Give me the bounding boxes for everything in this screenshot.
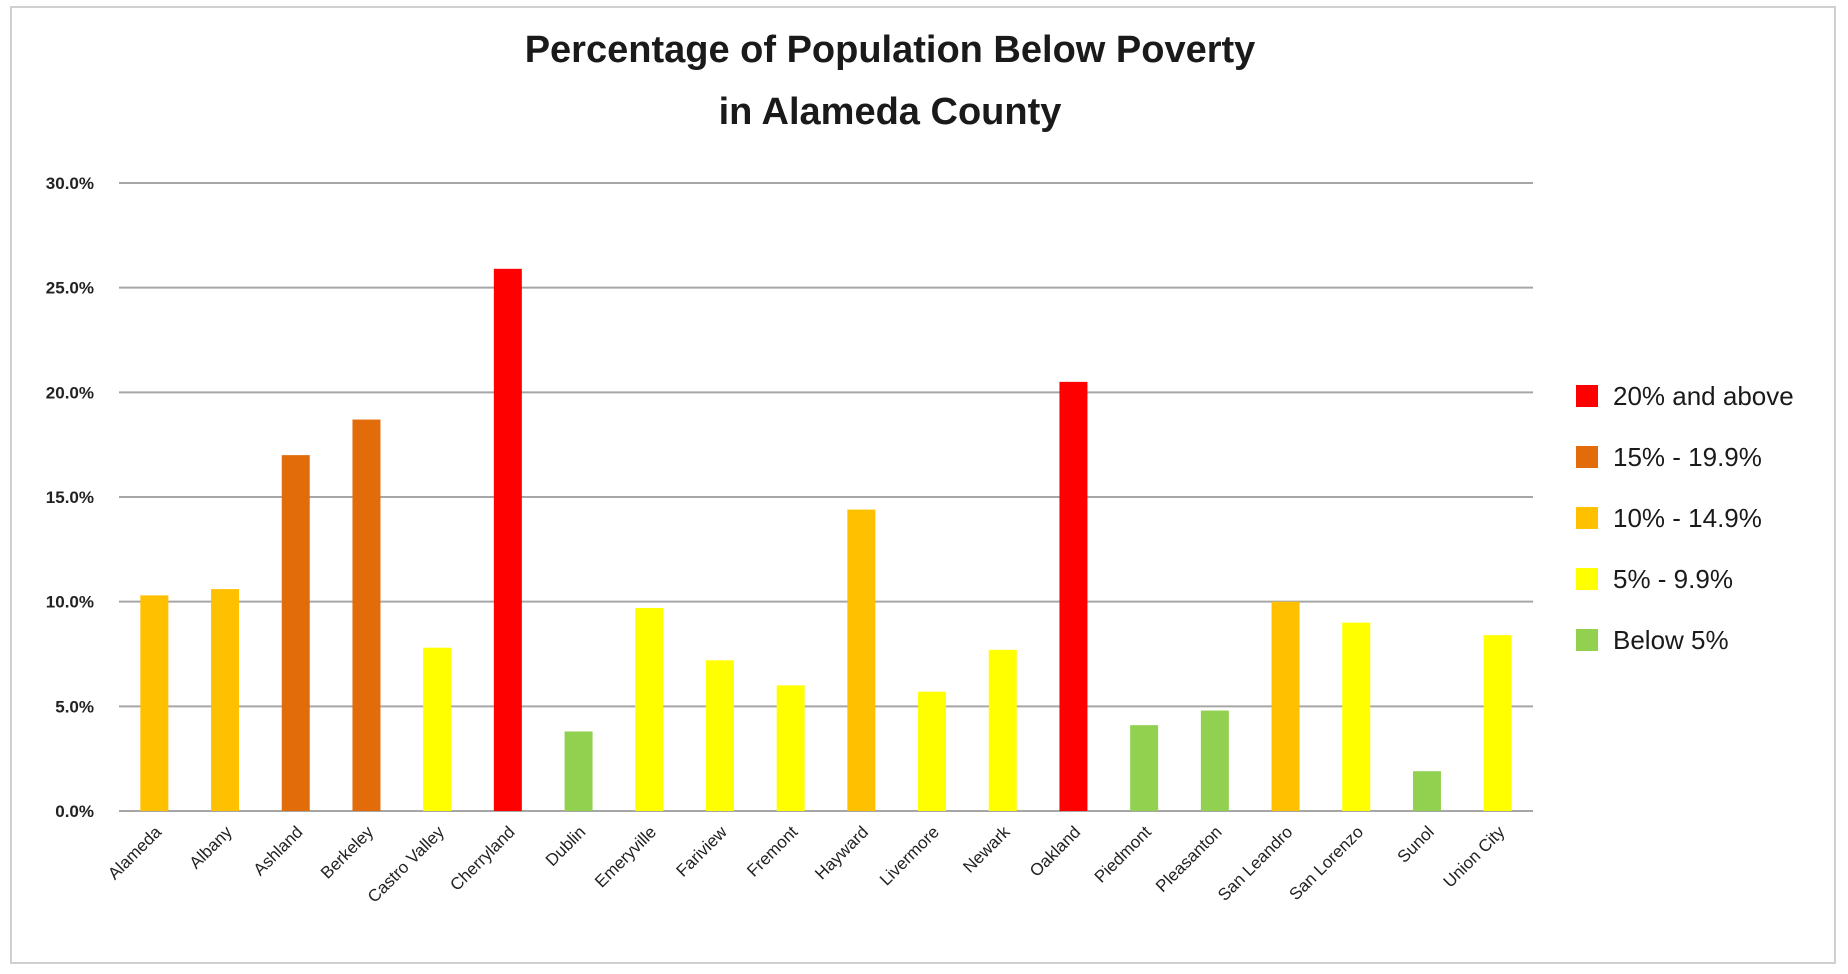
legend-swatch xyxy=(1576,629,1598,651)
bar-sunol xyxy=(1412,771,1441,811)
x-tick-label: Castro Valley xyxy=(364,822,448,906)
y-tick-label: 0.0% xyxy=(55,802,94,821)
chart-title: Percentage of Population Below Poverty xyxy=(525,29,1256,71)
bar-san-lorenzo xyxy=(1342,622,1371,811)
bar-dublin xyxy=(564,731,593,811)
bar-alameda xyxy=(140,595,169,811)
x-tick-label: Oakland xyxy=(1026,822,1084,880)
legend-swatch xyxy=(1576,507,1598,529)
x-tick-label: Ashland xyxy=(250,822,307,879)
x-tick-label: Livermore xyxy=(876,822,943,889)
x-tick-label: Hayward xyxy=(811,822,872,883)
bar-fremont xyxy=(776,685,805,811)
y-tick-label: 5.0% xyxy=(55,697,94,716)
bar-hayward xyxy=(847,509,876,811)
legend: 20% and above 15% - 19.9% 10% - 14.9% 5% - … xyxy=(1576,381,1794,655)
chart-subtitle: in Alameda County xyxy=(719,91,1062,133)
x-tick-label: Fremont xyxy=(743,822,801,880)
x-tick-label: Union City xyxy=(1440,822,1509,891)
x-tick-label: San Leandro xyxy=(1214,822,1296,904)
x-tick-label: Newark xyxy=(959,822,1014,877)
legend-swatch xyxy=(1576,446,1598,468)
x-tick-label: Piedmont xyxy=(1091,822,1155,886)
bar-san-leandro xyxy=(1271,601,1300,811)
bar-berkeley xyxy=(352,419,381,811)
x-tick-label: Alameda xyxy=(104,822,165,883)
bar-union-city xyxy=(1483,635,1512,811)
bar-livermore xyxy=(918,691,947,811)
legend-label: 10% - 14.9% xyxy=(1613,503,1762,533)
legend-label: 15% - 19.9% xyxy=(1613,442,1762,472)
x-tick-label: Pleasanton xyxy=(1152,822,1226,896)
legend-swatch xyxy=(1576,385,1598,407)
bar-pleasanton xyxy=(1200,710,1229,811)
bar-piedmont xyxy=(1130,725,1159,811)
bar-ashland xyxy=(281,455,310,811)
x-tick-label: Emeryville xyxy=(591,822,660,891)
bar-cherryland xyxy=(493,268,522,811)
y-tick-label: 10.0% xyxy=(46,593,94,612)
y-tick-label: 15.0% xyxy=(46,488,94,507)
y-tick-label: 30.0% xyxy=(46,174,94,193)
legend-swatch xyxy=(1576,568,1598,590)
bar-castro-valley xyxy=(423,647,452,811)
y-tick-label: 25.0% xyxy=(46,279,94,298)
bar-albany xyxy=(211,589,240,811)
y-axis-ticks: 0.0% 5.0% 10.0% 15.0% 20.0% 25.0% 30.0% xyxy=(46,174,94,821)
bars xyxy=(140,268,1512,811)
grid-lines xyxy=(119,182,1533,812)
x-tick-label: Sunol xyxy=(1394,822,1438,866)
bar-emeryville xyxy=(635,607,664,811)
legend-label: Below 5% xyxy=(1613,625,1729,655)
x-tick-label: Berkeley xyxy=(317,822,378,883)
x-tick-label: Albany xyxy=(186,822,237,873)
bar-fariview xyxy=(705,660,734,811)
y-tick-label: 20.0% xyxy=(46,383,94,402)
bar-newark xyxy=(988,649,1017,811)
legend-label: 20% and above xyxy=(1613,381,1794,411)
bar-oakland xyxy=(1059,381,1088,811)
x-tick-label: Cherryland xyxy=(446,822,518,894)
x-tick-label: Fariview xyxy=(673,822,732,881)
x-tick-label: San Lorenzo xyxy=(1285,822,1367,904)
x-tick-label: Dublin xyxy=(542,822,590,870)
legend-label: 5% - 9.9% xyxy=(1613,564,1733,594)
